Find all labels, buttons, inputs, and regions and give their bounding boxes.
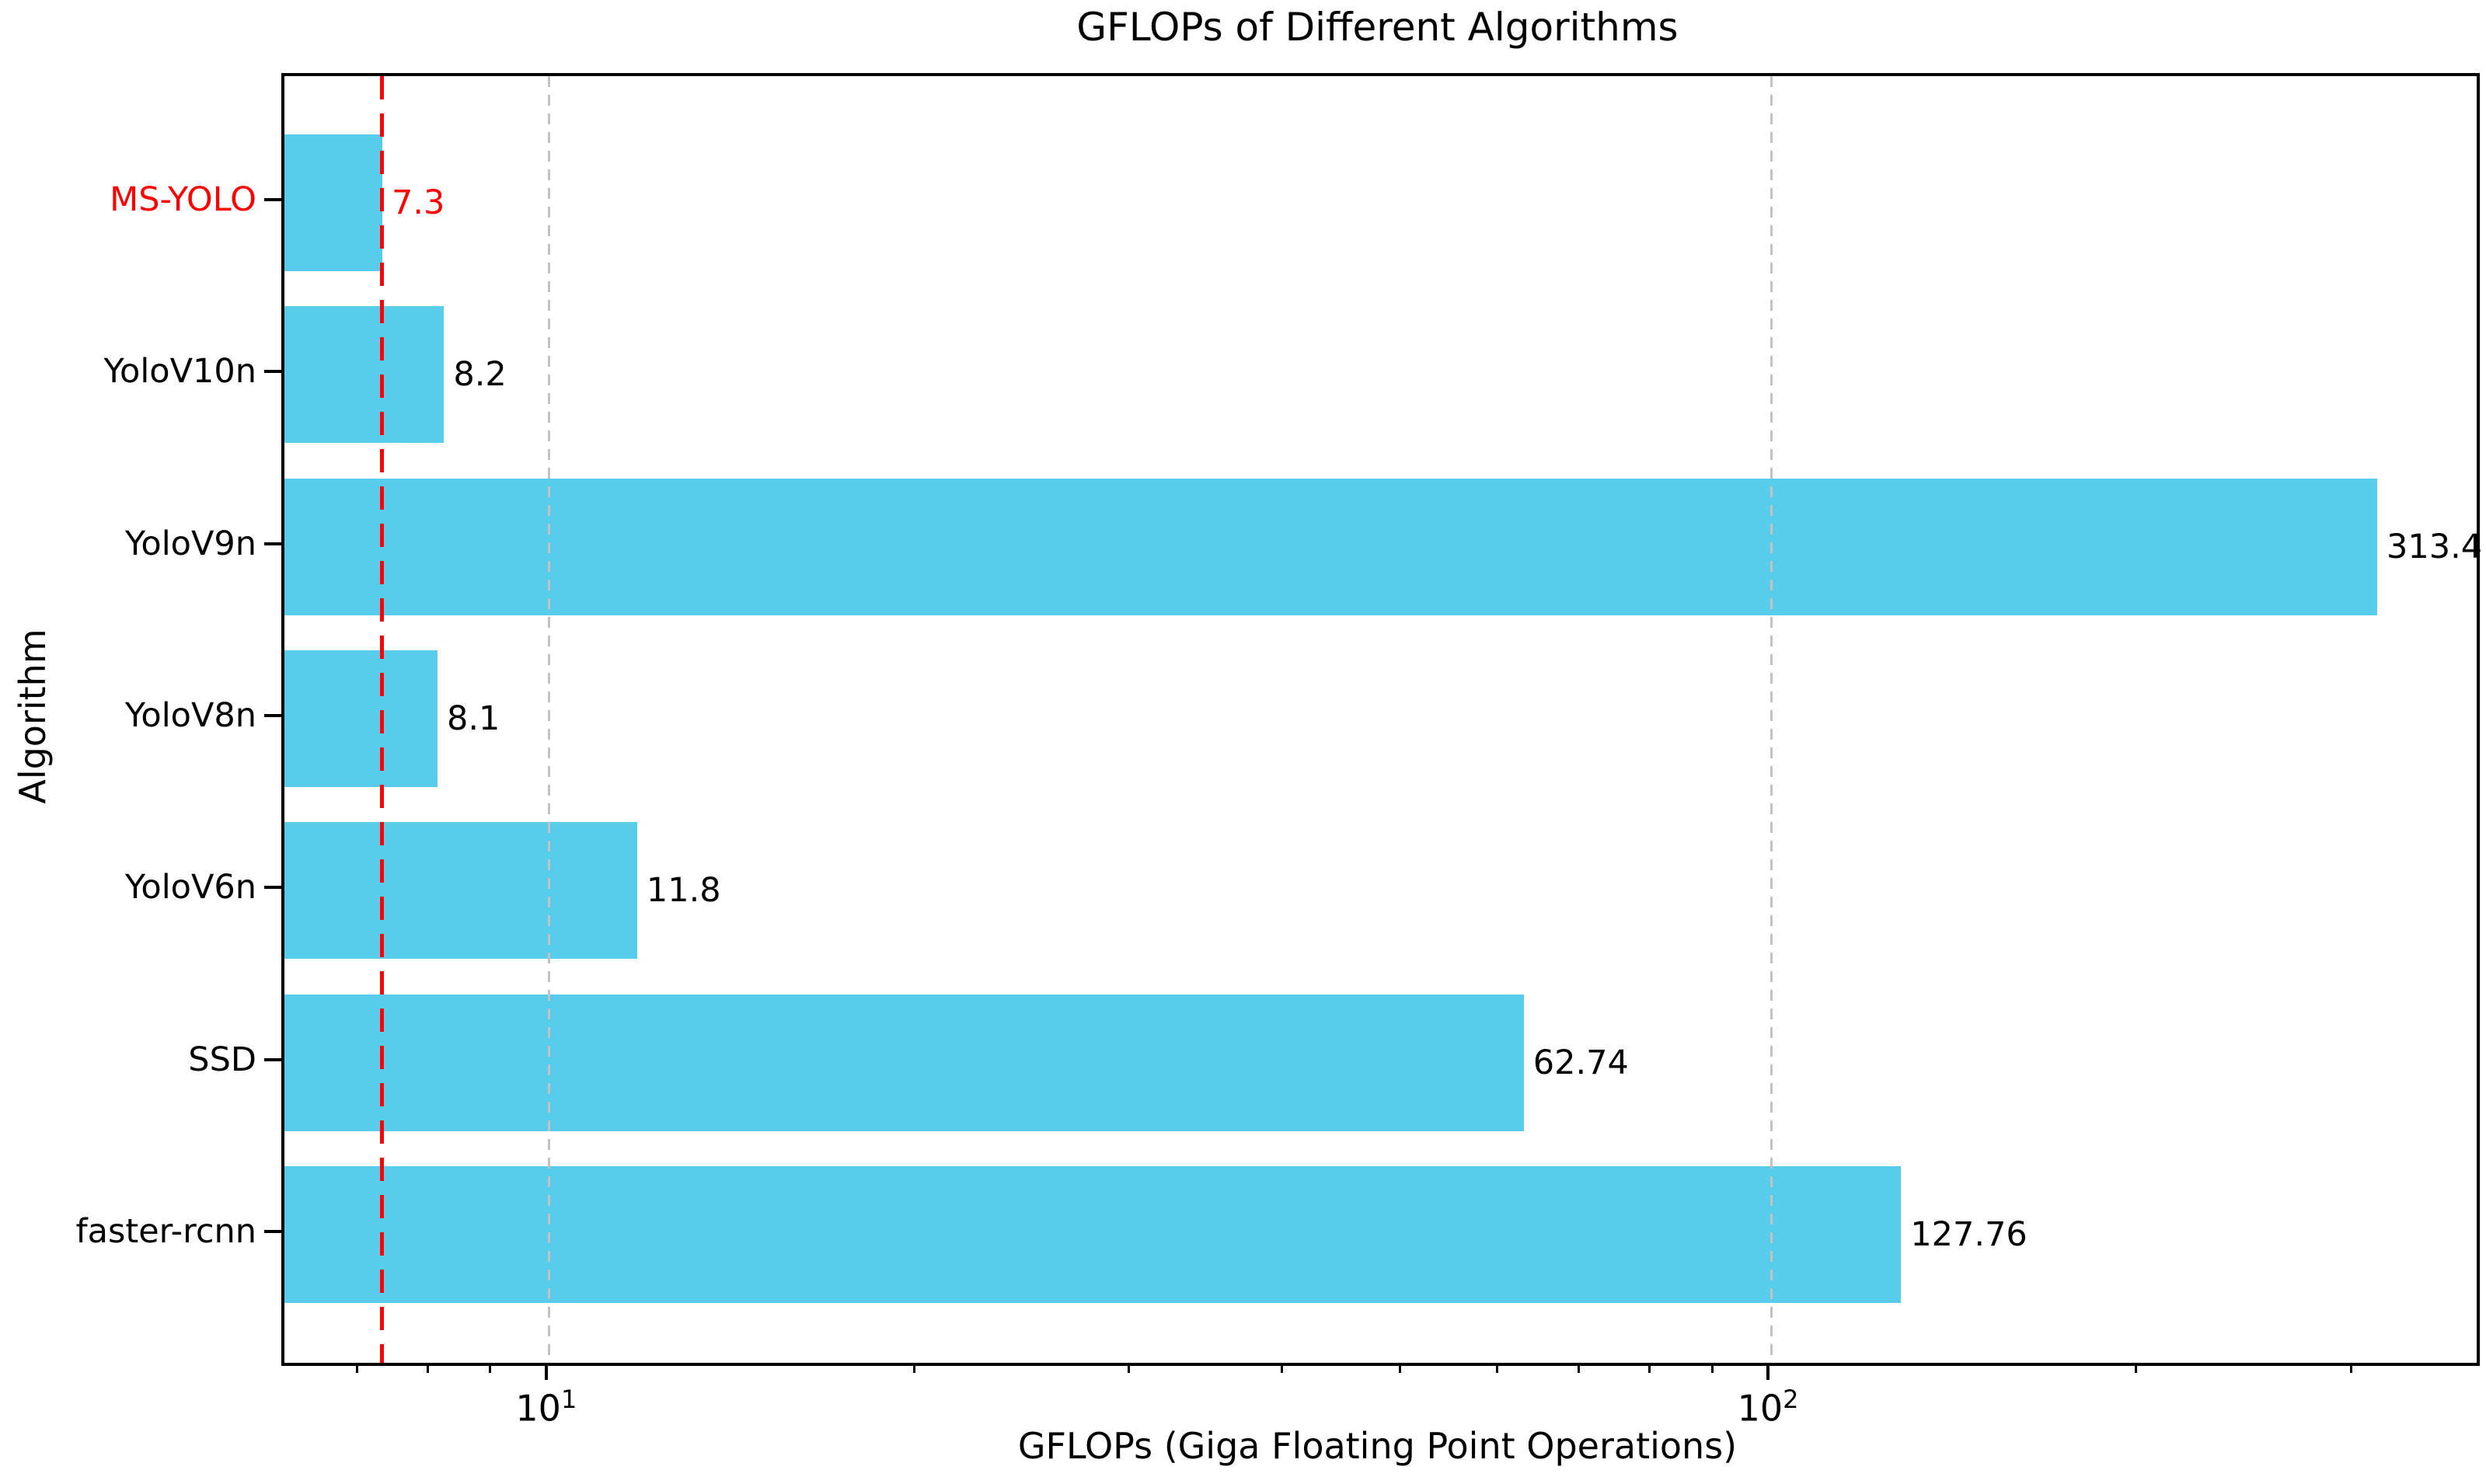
x-minor-tick-mark — [1578, 1363, 1581, 1373]
y-tick-mark — [264, 1057, 281, 1061]
x-major-tick-mark — [544, 1363, 548, 1380]
chart-title: GFLOPs of Different Algorithms — [1076, 5, 1679, 50]
x-major-tick-mark — [1766, 1363, 1770, 1380]
x-minor-tick-mark — [1128, 1363, 1131, 1373]
bar-ssd — [284, 994, 1524, 1131]
y-tick-mark — [264, 370, 281, 374]
x-minor-tick-mark — [1495, 1363, 1498, 1373]
x-minor-tick-mark — [489, 1363, 492, 1373]
bar-yolov9n — [284, 478, 2378, 615]
y-tick-mark — [264, 1229, 281, 1233]
x-minor-tick-mark — [355, 1363, 358, 1373]
x-axis-title: GFLOPs (Giga Floating Point Operations) — [1017, 1425, 1738, 1467]
bar-value-label: 127.76 — [1910, 1214, 2028, 1254]
bar-value-label: 8.1 — [446, 698, 500, 738]
bar-yolov10n — [284, 306, 445, 444]
x-minor-tick-mark — [1648, 1363, 1651, 1373]
bar-ms-yolo — [284, 134, 382, 271]
x-minor-tick-mark — [1280, 1363, 1283, 1373]
bar-yolov8n — [284, 650, 438, 787]
x-minor-tick-mark — [2134, 1363, 2137, 1373]
category-tick-label-ms-yolo: MS-YOLO — [110, 180, 256, 219]
bar-value-label: 8.2 — [453, 355, 507, 395]
category-tick-label-faster-rcnn: faster-rcnn — [75, 1211, 256, 1251]
category-tick-label-yolov8n: YoloV8n — [124, 695, 256, 735]
bar-value-label: 7.3 — [391, 183, 445, 222]
x-minor-tick-mark — [2349, 1363, 2352, 1373]
y-tick-mark — [264, 713, 281, 717]
x-gridline — [1769, 76, 1773, 1363]
y-tick-mark — [264, 542, 281, 545]
bar-value-label: 11.8 — [646, 871, 721, 911]
x-minor-tick-mark — [1399, 1363, 1402, 1373]
reference-line — [380, 76, 385, 1363]
category-tick-label-yolov10n: YoloV10n — [103, 352, 256, 392]
bar-faster-rcnn — [284, 1165, 1902, 1303]
x-tick-label: 102 — [1737, 1385, 1799, 1430]
category-tick-label-yolov9n: YoloV9n — [124, 524, 256, 563]
y-tick-mark — [264, 198, 281, 201]
y-tick-mark — [264, 886, 281, 890]
x-minor-tick-mark — [427, 1363, 429, 1373]
category-tick-label-ssd: SSD — [188, 1040, 256, 1079]
bar-value-label: 313.4 — [2387, 527, 2483, 566]
x-gridline — [548, 76, 551, 1363]
x-tick-label: 101 — [515, 1385, 577, 1430]
bar-yolov6n — [284, 822, 637, 960]
x-minor-tick-mark — [1710, 1363, 1714, 1373]
category-tick-label-yolov6n: YoloV6n — [124, 868, 256, 907]
plot-area: 7.3 8.2 313.4 8.1 11.8 62.74 127.76 — [281, 73, 2483, 1366]
x-minor-tick-mark — [912, 1363, 915, 1373]
bar-value-label: 62.74 — [1532, 1043, 1629, 1082]
